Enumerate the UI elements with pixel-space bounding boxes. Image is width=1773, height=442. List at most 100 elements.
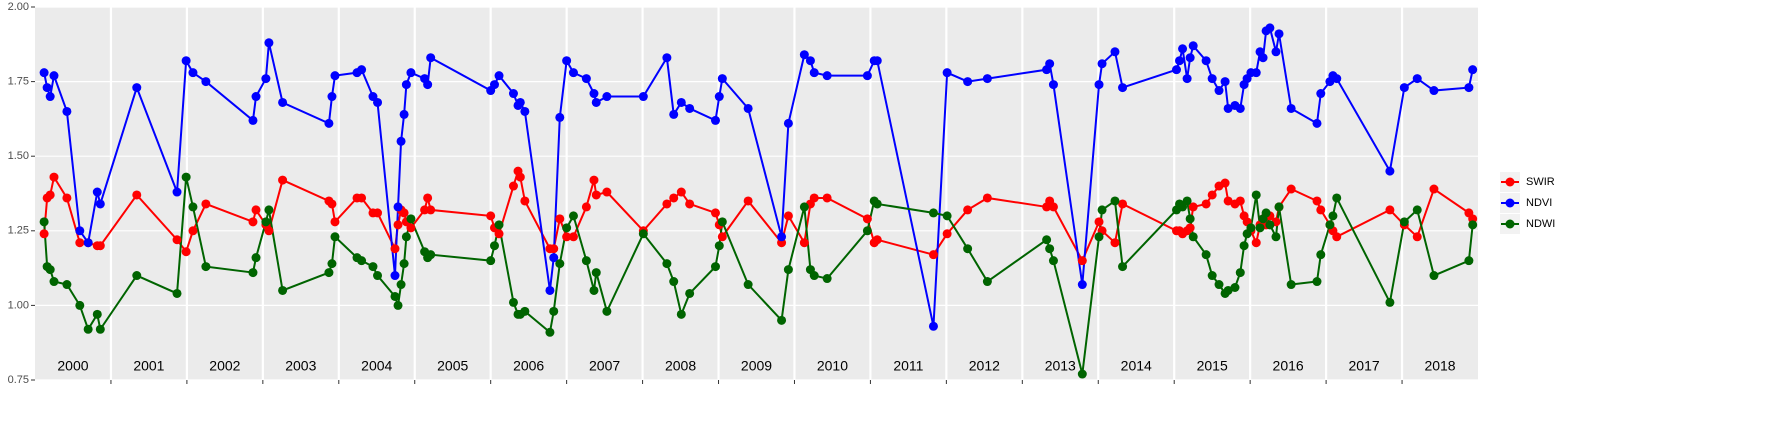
data-point bbox=[188, 68, 198, 78]
y-tick-label: 1.75 bbox=[8, 76, 29, 88]
x-tick-label: 2018 bbox=[1424, 358, 1455, 374]
legend-point bbox=[1505, 198, 1515, 208]
data-point bbox=[399, 208, 409, 218]
data-point bbox=[83, 324, 93, 334]
data-point bbox=[714, 241, 724, 251]
data-point bbox=[39, 217, 49, 227]
data-point bbox=[1207, 74, 1217, 84]
data-point bbox=[809, 193, 819, 203]
x-tick-label: 2008 bbox=[665, 358, 696, 374]
data-point bbox=[1261, 208, 1271, 218]
data-point bbox=[581, 74, 591, 84]
data-point bbox=[1429, 86, 1439, 96]
data-point bbox=[1220, 77, 1230, 87]
data-point bbox=[862, 214, 872, 224]
data-point bbox=[1175, 56, 1185, 66]
data-point bbox=[963, 244, 973, 254]
data-point bbox=[638, 92, 648, 102]
data-point bbox=[508, 181, 518, 191]
data-point bbox=[1429, 271, 1439, 281]
data-point bbox=[1316, 89, 1326, 99]
data-point bbox=[494, 229, 504, 239]
legend-label: NDVI bbox=[1526, 197, 1552, 209]
data-point bbox=[508, 297, 518, 307]
data-point bbox=[568, 211, 578, 221]
data-point bbox=[685, 103, 695, 113]
data-point bbox=[426, 53, 436, 63]
data-point bbox=[1048, 80, 1058, 90]
data-point bbox=[520, 306, 530, 316]
data-point bbox=[799, 202, 809, 212]
data-point bbox=[327, 259, 337, 269]
data-point bbox=[396, 280, 406, 290]
data-point bbox=[426, 250, 436, 260]
x-tick-label: 2016 bbox=[1273, 358, 1304, 374]
x-tick-label: 2006 bbox=[513, 358, 544, 374]
x-tick-label: 2001 bbox=[133, 358, 164, 374]
x-tick-label: 2013 bbox=[1045, 358, 1076, 374]
data-point bbox=[1468, 65, 1478, 75]
x-tick-label: 2004 bbox=[361, 358, 392, 374]
data-point bbox=[1385, 166, 1395, 176]
data-point bbox=[562, 223, 572, 233]
data-point bbox=[181, 56, 191, 66]
data-point bbox=[602, 92, 612, 102]
data-point bbox=[393, 300, 403, 310]
data-point bbox=[486, 211, 496, 221]
data-point bbox=[1110, 47, 1120, 57]
data-point bbox=[1286, 280, 1296, 290]
data-point bbox=[1118, 199, 1128, 209]
data-point bbox=[589, 175, 599, 185]
data-point bbox=[95, 199, 105, 209]
y-tick-label: 1.50 bbox=[8, 150, 29, 162]
data-point bbox=[591, 97, 601, 107]
data-point bbox=[172, 187, 182, 197]
data-point bbox=[515, 97, 525, 107]
data-point bbox=[368, 262, 378, 272]
data-point bbox=[399, 259, 409, 269]
data-point bbox=[982, 277, 992, 287]
data-point bbox=[172, 235, 182, 245]
data-point bbox=[1255, 223, 1265, 233]
data-point bbox=[396, 136, 406, 146]
data-point bbox=[393, 220, 403, 230]
data-point bbox=[1188, 41, 1198, 51]
x-tick-label: 2015 bbox=[1197, 358, 1228, 374]
data-point bbox=[132, 83, 142, 93]
data-point bbox=[710, 262, 720, 272]
data-point bbox=[1325, 220, 1335, 230]
data-point bbox=[39, 68, 49, 78]
x-tick-label: 2000 bbox=[57, 358, 88, 374]
data-point bbox=[251, 205, 261, 215]
data-point bbox=[685, 199, 695, 209]
data-point bbox=[549, 253, 559, 263]
data-point bbox=[1207, 271, 1217, 281]
data-point bbox=[743, 196, 753, 206]
data-point bbox=[401, 80, 411, 90]
data-point bbox=[822, 274, 832, 284]
data-point bbox=[1312, 118, 1322, 128]
data-point bbox=[1214, 86, 1224, 96]
data-point bbox=[1464, 83, 1474, 93]
data-point bbox=[982, 193, 992, 203]
data-point bbox=[581, 256, 591, 266]
data-point bbox=[1118, 262, 1128, 272]
data-point bbox=[1286, 103, 1296, 113]
data-point bbox=[1045, 59, 1055, 69]
data-point bbox=[1332, 232, 1342, 242]
data-point bbox=[1048, 256, 1058, 266]
x-tick-label: 2007 bbox=[589, 358, 620, 374]
data-point bbox=[278, 285, 288, 295]
data-point bbox=[1235, 103, 1245, 113]
data-point bbox=[45, 190, 55, 200]
data-point bbox=[327, 92, 337, 102]
data-point bbox=[520, 106, 530, 116]
legend-point bbox=[1505, 177, 1515, 187]
data-point bbox=[1246, 223, 1256, 233]
data-point bbox=[872, 56, 882, 66]
data-point bbox=[1464, 256, 1474, 266]
data-point bbox=[1201, 56, 1211, 66]
data-point bbox=[508, 89, 518, 99]
data-point bbox=[669, 277, 679, 287]
data-point bbox=[1182, 74, 1192, 84]
